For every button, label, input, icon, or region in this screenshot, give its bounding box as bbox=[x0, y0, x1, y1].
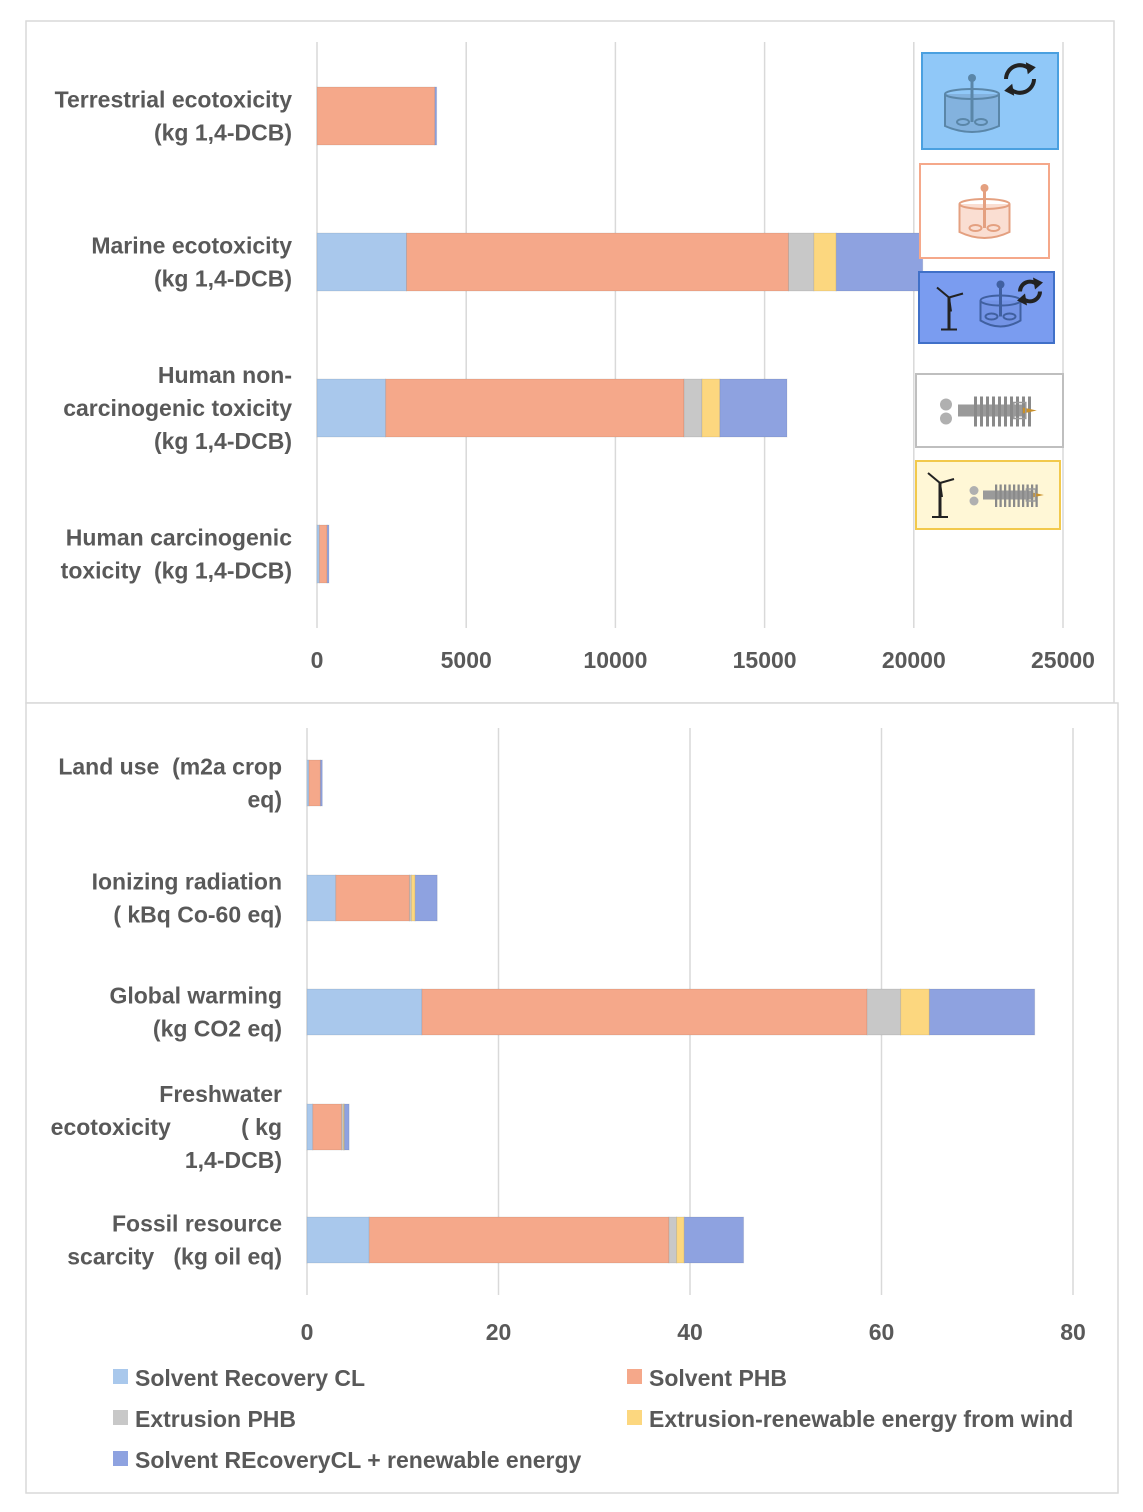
bar-ionizing-radiation-kbq-co-60-e-solvent-recoverycl-renewable-energy bbox=[414, 874, 438, 922]
bar-marine-ecotoxicity-kg-1-4-dcb-solvent-phb bbox=[406, 232, 789, 292]
bar-marine-ecotoxicity-kg-1-4-dcb-solvent-recovery-cl bbox=[316, 232, 408, 292]
category-label-land-use-m2a-crop-eq: Land use (m2a crop eq) bbox=[58, 754, 282, 813]
legend-swatch-solvent-phb bbox=[627, 1369, 642, 1384]
toxicity-panel: Terrestrial ecotoxicity (kg 1,4-DCB) Marin… bbox=[25, 20, 1115, 704]
bar-human-non-carcinogenic-toxicit-solvent-recovery-cl bbox=[316, 378, 387, 438]
bar-fossil-resource-scarcity-kg-oi-solvent-phb bbox=[368, 1216, 670, 1264]
category-label-global-warming-kg-co2-eq: Global warming (kg CO2 eq) bbox=[109, 983, 282, 1042]
bar-fossil-resource-scarcity-kg-oi-solvent-recovery-cl bbox=[306, 1216, 370, 1264]
bar-freshwater-ecotoxicity-kg-1-4--solvent-recovery-cl bbox=[306, 1103, 314, 1151]
solvent-recovery-wind-icon bbox=[918, 271, 1055, 344]
x-tick-label-40: 40 bbox=[677, 1319, 703, 1345]
bar-fossil-resource-scarcity-kg-oi-solvent-recoverycl-renewable-energy bbox=[683, 1216, 745, 1264]
bar-terrestrial-ecotoxicity-kg-1-4-solvent-phb bbox=[316, 86, 436, 146]
x-tick-label-20000: 20000 bbox=[882, 647, 946, 673]
bar-freshwater-ecotoxicity-kg-1-4--solvent-phb bbox=[312, 1103, 342, 1151]
bar-marine-ecotoxicity-kg-1-4-dcb-extrusion-phb bbox=[787, 232, 815, 292]
legend-label-extrusion-phb: Extrusion PHB bbox=[135, 1406, 296, 1432]
x-tick-label-5000: 5000 bbox=[441, 647, 492, 673]
category-label-marine-ecotoxicity-kg-1-4-dcb: Marine ecotoxicity (kg 1,4-DCB) bbox=[91, 233, 292, 292]
solvent-phb-icon bbox=[919, 163, 1050, 259]
bar-marine-ecotoxicity-kg-1-4-dcb-extrusion-renewable-energy-from-wind bbox=[813, 232, 837, 292]
bar-terrestrial-ecotoxicity-kg-1-4-solvent-recoverycl-renewable-energy bbox=[434, 86, 438, 146]
legend: Solvent Recovery CL Solvent PHB Extrusion … bbox=[113, 1365, 1073, 1473]
legend-label-extrusion-renewable-energy-from-wind: Extrusion-renewable energy from wind bbox=[649, 1406, 1073, 1432]
extrusion-wind-icon bbox=[915, 460, 1061, 530]
bar-fossil-resource-scarcity-kg-oi-extrusion-renewable-energy-from-wind bbox=[676, 1216, 685, 1264]
category-label-ionizing-radiation-kbq-co-60-e: Ionizing radiation( kBq Co-60 eq) bbox=[92, 869, 282, 928]
bar-human-non-carcinogenic-toxicit-extrusion-phb bbox=[683, 378, 703, 438]
bar-global-warming-kg-co2-eq-solvent-recovery-cl bbox=[306, 988, 423, 1036]
bar-fossil-resource-scarcity-kg-oi-extrusion-phb bbox=[668, 1216, 678, 1264]
legend-label-solvent-recoverycl-renewable-energy: Solvent REcoveryCL + renewable energy bbox=[135, 1447, 582, 1473]
x-tick-label-0: 0 bbox=[311, 647, 324, 673]
bar-marine-ecotoxicity-kg-1-4-dcb-solvent-recoverycl-renewable-energy bbox=[835, 232, 924, 292]
impact-panel: Land use (m2a crop eq) Ionizing radiation(… bbox=[25, 702, 1119, 1494]
x-tick-label-25000: 25000 bbox=[1031, 647, 1095, 673]
bar-global-warming-kg-co2-eq-extrusion-renewable-energy-from-wind bbox=[900, 988, 930, 1036]
x-tick-label-15000: 15000 bbox=[733, 647, 797, 673]
bar-land-use-m2a-crop-eq-solvent-recoverycl-renewable-energy bbox=[319, 759, 323, 807]
category-label-human-carcinogenic-toxicity-kg: Human carcinogenic toxicity (kg 1,4-DCB) bbox=[61, 525, 293, 584]
legend-swatch-solvent-recoverycl-renewable-energy bbox=[113, 1451, 128, 1466]
bar-human-non-carcinogenic-toxicit-solvent-recoverycl-renewable-energy bbox=[719, 378, 788, 438]
extrusion-icon bbox=[915, 373, 1064, 448]
legend-label-solvent-recovery-cl: Solvent Recovery CL bbox=[135, 1365, 365, 1391]
toxicity-category-labels: Terrestrial ecotoxicity (kg 1,4-DCB) Marin… bbox=[55, 87, 293, 584]
category-label-terrestrial-ecotoxicity-kg-1-4: Terrestrial ecotoxicity (kg 1,4-DCB) bbox=[55, 87, 293, 146]
category-label-freshwater-ecotoxicity-kg-1-4-: Freshwater ecotoxicity ( kg 1,4-DCB) bbox=[51, 1081, 282, 1173]
bar-global-warming-kg-co2-eq-solvent-recoverycl-renewable-energy bbox=[928, 988, 1036, 1036]
x-tick-label-60: 60 bbox=[869, 1319, 895, 1345]
bar-human-carcinogenic-toxicity-kg-solvent-phb bbox=[318, 524, 328, 584]
toxicity-x-axis-ticks: 0 5000 10000 15000 20000 25000 bbox=[311, 647, 1095, 673]
category-label-human-non-carcinogenic-toxicit: Human non-carcinogenic toxicity (kg 1,4-D… bbox=[63, 362, 292, 454]
process-icons bbox=[915, 52, 1064, 530]
bar-freshwater-ecotoxicity-kg-1-4--solvent-recoverycl-renewable-energy bbox=[343, 1103, 350, 1151]
bar-global-warming-kg-co2-eq-extrusion-phb bbox=[866, 988, 902, 1036]
x-tick-label-20: 20 bbox=[486, 1319, 512, 1345]
x-tick-label-0: 0 bbox=[301, 1319, 314, 1345]
impact-panel-border bbox=[25, 702, 1119, 1494]
x-tick-label-10000: 10000 bbox=[583, 647, 647, 673]
impact-x-axis-ticks: 0 20 40 60 80 bbox=[301, 1319, 1086, 1345]
legend-swatch-extrusion-phb bbox=[113, 1410, 128, 1425]
bar-ionizing-radiation-kbq-co-60-e-solvent-recovery-cl bbox=[306, 874, 337, 922]
legend-swatch-extrusion-renewable-energy-from-wind bbox=[627, 1410, 642, 1425]
bar-global-warming-kg-co2-eq-solvent-phb bbox=[421, 988, 868, 1036]
bar-ionizing-radiation-kbq-co-60-e-extrusion-renewable-energy-from-wind bbox=[410, 874, 416, 922]
legend-label-solvent-phb: Solvent PHB bbox=[649, 1365, 787, 1391]
bar-ionizing-radiation-kbq-co-60-e-solvent-phb bbox=[335, 874, 410, 922]
solvent-recovery-icon bbox=[921, 52, 1059, 150]
bar-land-use-m2a-crop-eq-solvent-phb bbox=[308, 759, 321, 807]
category-label-fossil-resource-scarcity-kg-oi: Fossil resource scarcity (kg oil eq) bbox=[67, 1211, 282, 1270]
impact-bars bbox=[306, 759, 1036, 1264]
bar-human-non-carcinogenic-toxicit-solvent-phb bbox=[385, 378, 685, 438]
bar-human-non-carcinogenic-toxicit-extrusion-renewable-energy-from-wind bbox=[701, 378, 721, 438]
impact-category-labels: Land use (m2a crop eq) Ionizing radiation(… bbox=[51, 754, 282, 1270]
x-tick-label-80: 80 bbox=[1060, 1319, 1086, 1345]
bar-human-carcinogenic-toxicity-kg-solvent-recoverycl-renewable-energy bbox=[326, 524, 330, 584]
toxicity-bars bbox=[316, 86, 924, 584]
legend-swatch-solvent-recovery-cl bbox=[113, 1369, 128, 1384]
